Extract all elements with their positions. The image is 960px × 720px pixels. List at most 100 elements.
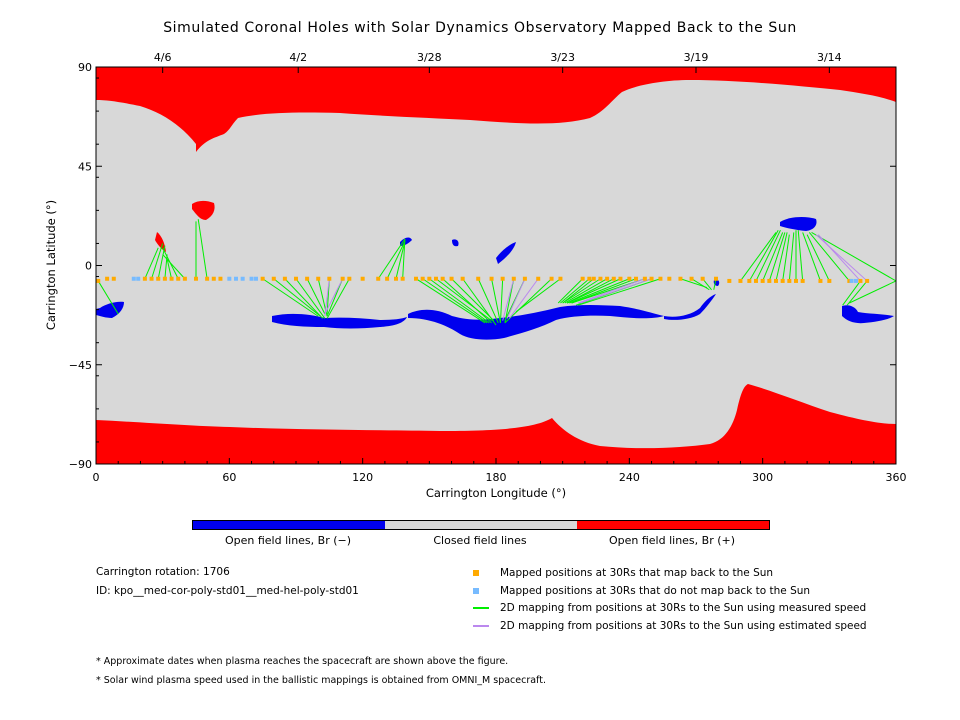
unmapped-position-point [249, 276, 254, 281]
measured-mapping-line [578, 278, 661, 306]
mapped-position-point [611, 276, 616, 281]
mapped-position-point [587, 276, 592, 281]
top-date-label: 4/6 [154, 51, 172, 64]
colorbar-label-closed: Closed field lines [433, 534, 527, 547]
mapped-position-point [678, 276, 683, 281]
x-axis-label: Carrington Longitude (°) [425, 486, 567, 500]
y-axis-label: Carrington Latitude (°) [44, 199, 58, 331]
mapped-position-point [774, 278, 778, 283]
measured-mapping-line [395, 241, 406, 279]
legend-measured-swatch [473, 607, 489, 609]
mapped-position-point [738, 278, 743, 283]
mapped-position-point [511, 276, 516, 281]
mapped-position-point [176, 276, 181, 281]
mapped-position-point [460, 276, 465, 281]
mapped-position-point [536, 276, 541, 281]
measured-mapping-line [284, 278, 324, 319]
measured-mapping-line [477, 278, 499, 324]
mapped-position-point [760, 278, 765, 283]
measured-mapping-line [802, 232, 821, 282]
x-tick-label: 300 [752, 471, 773, 484]
mapped-position-point [282, 276, 287, 281]
colorbar-positive [577, 521, 769, 529]
unmapped-position-point [234, 276, 238, 281]
mapped-position-point [649, 276, 654, 281]
mapped-position-point [142, 276, 147, 281]
mapped-position-point [598, 276, 603, 281]
measured-mapping-line [560, 278, 590, 304]
y-tick-label: 0 [85, 260, 92, 273]
top-date-label: 3/14 [817, 51, 842, 64]
mapped-position-point [827, 278, 832, 283]
measured-mapping-line [97, 280, 119, 315]
mapped-position-point [767, 278, 772, 283]
mapped-position-point [689, 276, 694, 281]
measured-mapping-line [326, 278, 350, 319]
mapped-position-point [182, 276, 187, 281]
mapped-position-point [794, 278, 798, 283]
estimated-mapping-line [815, 234, 868, 282]
mapped-position-point [818, 278, 823, 283]
negative-region [400, 237, 412, 246]
mapped-position-point [96, 278, 101, 283]
mapped-position-point [634, 276, 638, 281]
measured-mapping-line [197, 219, 208, 279]
legend-measured-label: 2D mapping from positions at 30Rs to the… [500, 602, 867, 614]
x-tick-label: 0 [93, 471, 100, 484]
colorbar-label-negative: Open field lines, Br (−) [224, 534, 352, 547]
legend-estimated-swatch [473, 625, 489, 627]
colorbar-closed [385, 521, 577, 529]
unmapped-position-point [240, 276, 245, 281]
measured-mapping-line [808, 232, 850, 282]
estimated-mapping-line [508, 278, 539, 319]
measured-mapping-line [748, 229, 779, 282]
measured-mapping-line [797, 230, 804, 281]
y-tick-label: −45 [69, 359, 92, 372]
negative-region [496, 242, 516, 264]
legend-mapped-label: Mapped positions at 30Rs that map back t… [500, 567, 774, 579]
colorbar-negative [193, 521, 385, 529]
estimated-mapping-line [578, 278, 646, 304]
x-tick-label: 120 [352, 471, 373, 484]
legend-mapped-swatch [473, 570, 479, 576]
measured-mapping-line [740, 232, 777, 282]
mapped-position-point [747, 278, 752, 283]
measured-mapping-line [415, 278, 486, 324]
mapped-position-point [414, 276, 418, 281]
legend-unmapped-label: Mapped positions at 30Rs that do not map… [500, 585, 811, 597]
measured-mapping-line [402, 239, 406, 279]
measured-mapping-line [262, 278, 319, 317]
negative-region [780, 217, 817, 231]
unmapped-position-point [854, 278, 858, 283]
x-tick-label: 180 [486, 471, 507, 484]
mapped-position-point [780, 278, 785, 283]
measured-mapping-line [782, 234, 790, 282]
mapped-position-point [149, 276, 154, 281]
mapped-position-point [787, 278, 792, 283]
estimated-mapping-line [502, 278, 515, 321]
mapped-position-point [340, 276, 345, 281]
measured-mapping-line [451, 278, 495, 321]
mapped-position-point [580, 276, 585, 281]
mapped-position-point [394, 276, 398, 281]
mapped-position-point [434, 276, 438, 281]
y-tick-label: 90 [78, 61, 92, 74]
measured-mapping-line [386, 241, 406, 279]
mapped-position-point [591, 276, 596, 281]
mapped-position-point [605, 276, 610, 281]
measured-mapping-line [429, 278, 490, 324]
unmapped-position-point [131, 276, 136, 281]
mapped-position-point [111, 276, 116, 281]
legend-estimated-label: 2D mapping from positions at 30Rs to the… [500, 620, 867, 632]
negative-region [842, 305, 894, 324]
estimated-mapping-line [324, 278, 330, 317]
measured-mapping-line [295, 278, 326, 319]
mapped-position-point [376, 276, 381, 281]
mapped-position-point [440, 276, 445, 281]
mapped-position-point [420, 276, 425, 281]
polarity-colorbar [192, 520, 770, 530]
mapped-position-point [211, 276, 216, 281]
negative-region [272, 313, 407, 329]
estimated-mapping-line [580, 278, 652, 304]
measured-mapping-line [377, 238, 406, 280]
